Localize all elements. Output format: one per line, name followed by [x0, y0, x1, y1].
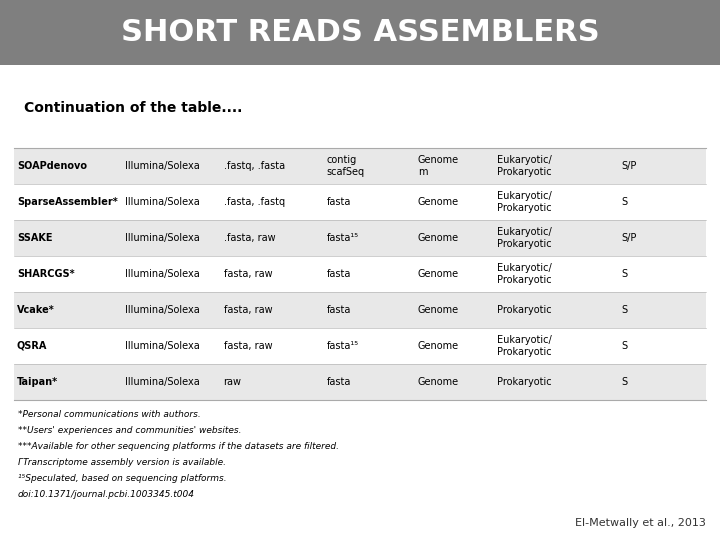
Text: fasta¹⁵: fasta¹⁵ — [327, 341, 359, 351]
Text: S: S — [622, 197, 628, 207]
Text: Prokaryotic: Prokaryotic — [498, 305, 552, 315]
Text: SHORT READS ASSEMBLERS: SHORT READS ASSEMBLERS — [121, 18, 599, 47]
Text: Genome: Genome — [418, 377, 459, 387]
Text: ***Available for other sequencing platforms if the datasets are filtered.: ***Available for other sequencing platfo… — [18, 442, 339, 451]
Text: Genome: Genome — [418, 197, 459, 207]
Text: Illumina/Solexa: Illumina/Solexa — [125, 161, 199, 171]
Bar — [14, 292, 706, 328]
Bar — [14, 148, 706, 184]
Text: SSAKE: SSAKE — [17, 233, 53, 243]
Text: .fasta, raw: .fasta, raw — [224, 233, 275, 243]
Text: .fasta, .fastq: .fasta, .fastq — [224, 197, 284, 207]
Text: S: S — [622, 377, 628, 387]
Text: raw: raw — [224, 377, 242, 387]
Text: fasta: fasta — [327, 269, 351, 279]
Text: Illumina/Solexa: Illumina/Solexa — [125, 377, 199, 387]
Text: Illumina/Solexa: Illumina/Solexa — [125, 305, 199, 315]
Text: Illumina/Solexa: Illumina/Solexa — [125, 197, 199, 207]
Text: .fastq, .fasta: .fastq, .fasta — [224, 161, 284, 171]
Text: Genome: Genome — [418, 269, 459, 279]
Text: Genome: Genome — [418, 233, 459, 243]
Text: S: S — [622, 269, 628, 279]
Text: S/P: S/P — [622, 233, 637, 243]
Bar — [14, 220, 706, 256]
Text: fasta, raw: fasta, raw — [224, 341, 272, 351]
Bar — [14, 364, 706, 400]
Text: Illumina/Solexa: Illumina/Solexa — [125, 269, 199, 279]
Text: S/P: S/P — [622, 161, 637, 171]
Text: Genome: Genome — [418, 305, 459, 315]
Text: **Users' experiences and communities' websites.: **Users' experiences and communities' we… — [18, 426, 241, 435]
Text: Genome
m: Genome m — [418, 155, 459, 177]
Bar — [14, 256, 706, 292]
Text: Eukaryotic/
Prokaryotic: Eukaryotic/ Prokaryotic — [498, 335, 552, 357]
Text: fasta, raw: fasta, raw — [224, 305, 272, 315]
Text: Genome: Genome — [418, 341, 459, 351]
Text: ΓTranscriptome assembly version is available.: ΓTranscriptome assembly version is avail… — [18, 458, 226, 467]
Text: Illumina/Solexa: Illumina/Solexa — [125, 341, 199, 351]
Text: ¹⁵Speculated, based on sequencing platforms.: ¹⁵Speculated, based on sequencing platfo… — [18, 474, 227, 483]
Text: Taipan*: Taipan* — [17, 377, 58, 387]
Text: fasta¹⁵: fasta¹⁵ — [327, 233, 359, 243]
Text: Eukaryotic/
Prokaryotic: Eukaryotic/ Prokaryotic — [498, 155, 552, 177]
Text: Eukaryotic/
Prokaryotic: Eukaryotic/ Prokaryotic — [498, 263, 552, 285]
Text: Prokaryotic: Prokaryotic — [498, 377, 552, 387]
Bar — [0, 0, 720, 65]
Text: SOAPdenovo: SOAPdenovo — [17, 161, 87, 171]
Text: *Personal communications with authors.: *Personal communications with authors. — [18, 410, 201, 419]
Text: Vcake*: Vcake* — [17, 305, 55, 315]
Text: contig
scafSeq: contig scafSeq — [327, 155, 365, 177]
Text: Eukaryotic/
Prokaryotic: Eukaryotic/ Prokaryotic — [498, 191, 552, 213]
Text: doi:10.1371/journal.pcbi.1003345.t004: doi:10.1371/journal.pcbi.1003345.t004 — [18, 490, 195, 499]
Text: El-Metwally et al., 2013: El-Metwally et al., 2013 — [575, 518, 706, 528]
Text: fasta: fasta — [327, 377, 351, 387]
Text: SHARCGS*: SHARCGS* — [17, 269, 75, 279]
Text: fasta: fasta — [327, 197, 351, 207]
Text: Eukaryotic/
Prokaryotic: Eukaryotic/ Prokaryotic — [498, 227, 552, 249]
Bar — [14, 184, 706, 220]
Text: Continuation of the table....: Continuation of the table.... — [24, 101, 243, 115]
Text: S: S — [622, 341, 628, 351]
Text: SparseAssembler*: SparseAssembler* — [17, 197, 117, 207]
Text: fasta, raw: fasta, raw — [224, 269, 272, 279]
Text: QSRA: QSRA — [17, 341, 48, 351]
Text: fasta: fasta — [327, 305, 351, 315]
Text: S: S — [622, 305, 628, 315]
Text: Illumina/Solexa: Illumina/Solexa — [125, 233, 199, 243]
Bar — [14, 328, 706, 364]
